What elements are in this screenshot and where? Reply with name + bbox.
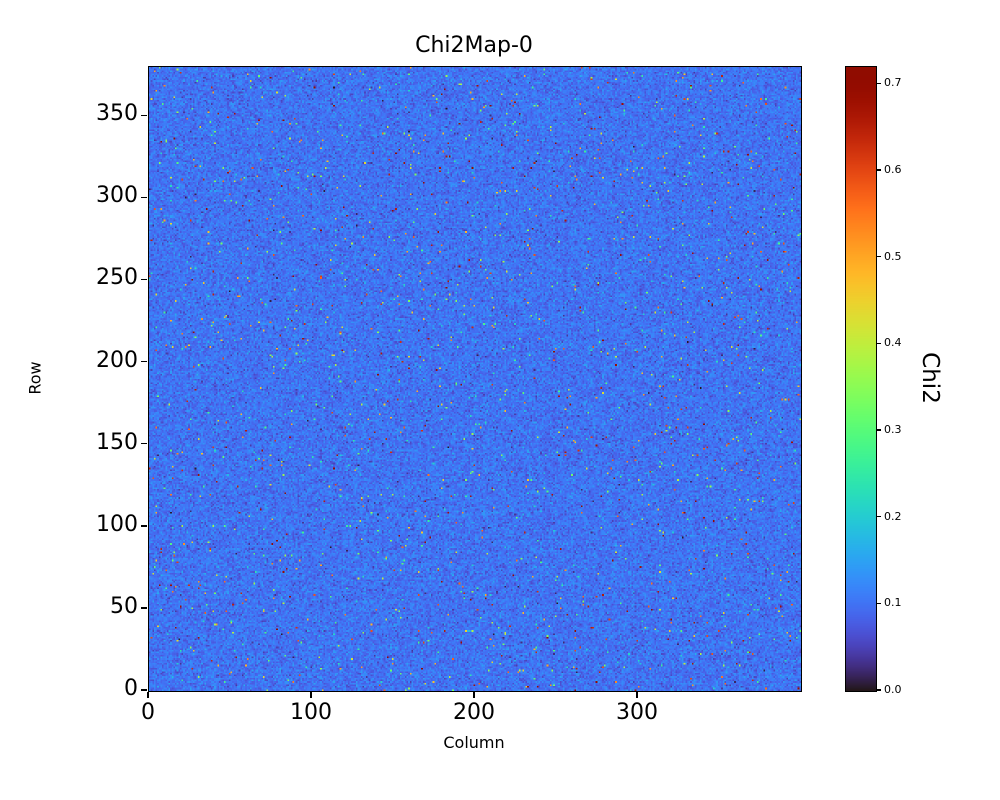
x-tick-label: 200 [453, 700, 495, 725]
chart-title: Chi2Map-0 [415, 33, 533, 58]
x-tick-label: 100 [290, 700, 332, 725]
x-tick-label: 0 [141, 700, 155, 725]
colorbar-tick-mark [876, 429, 881, 431]
colorbar-tick-mark [876, 256, 881, 258]
colorbar-tick-label: 0.6 [884, 163, 902, 176]
heatmap-plot-area [148, 66, 802, 692]
colorbar-label: Chi2 [917, 352, 943, 404]
y-tick-label: 300 [96, 183, 138, 209]
y-tick-mark [140, 278, 147, 281]
y-tick-label: 250 [96, 265, 138, 291]
y-tick-mark [140, 607, 147, 609]
y-tick-label: 0 [124, 676, 138, 701]
x-tick-mark [473, 691, 475, 698]
y-axis-label: Row [25, 361, 45, 395]
colorbar-tick-mark [876, 689, 881, 691]
colorbar-canvas [846, 67, 876, 691]
y-tick-label: 100 [96, 511, 138, 537]
y-tick-label: 200 [96, 347, 138, 373]
colorbar-tick-mark [876, 169, 881, 171]
x-axis-label: Column [443, 733, 505, 752]
colorbar-tick-label: 0.4 [884, 336, 902, 350]
colorbar-tick-label: 0.2 [884, 509, 902, 523]
y-tick-mark [140, 114, 147, 116]
y-tick-mark [140, 196, 147, 199]
y-tick-label: 350 [96, 101, 138, 127]
colorbar-tick-label: 0.1 [884, 596, 902, 610]
colorbar-tick-label: 0.7 [884, 76, 902, 90]
y-tick-mark [140, 360, 147, 363]
colorbar-tick-mark [876, 342, 881, 344]
y-tick-label: 150 [96, 429, 138, 455]
heatmap-canvas [149, 67, 801, 691]
x-tick-mark [310, 691, 312, 698]
colorbar-tick-label: 0.5 [884, 249, 902, 263]
x-tick-mark [636, 691, 638, 698]
x-tick-label: 300 [616, 700, 658, 725]
colorbar-tick-mark [876, 602, 881, 604]
colorbar [845, 66, 877, 692]
y-tick-label: 50 [110, 593, 138, 619]
y-tick-mark [140, 689, 147, 691]
colorbar-tick-mark [876, 82, 881, 84]
y-tick-mark [140, 525, 147, 527]
y-tick-mark [140, 442, 147, 445]
colorbar-tick-label: 0.0 [884, 683, 902, 696]
colorbar-tick-mark [876, 516, 881, 518]
x-tick-mark [147, 691, 149, 698]
colorbar-tick-label: 0.3 [884, 423, 902, 436]
